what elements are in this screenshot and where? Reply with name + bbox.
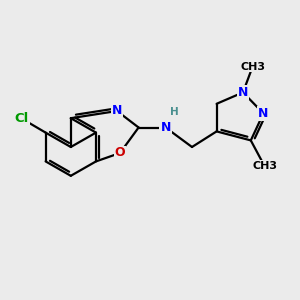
Text: O: O [115, 146, 125, 160]
Text: N: N [258, 107, 268, 120]
Text: N: N [238, 86, 248, 99]
Text: N: N [160, 121, 171, 134]
Text: H: H [169, 106, 178, 117]
Text: CH3: CH3 [240, 61, 265, 72]
Text: Cl: Cl [14, 112, 29, 125]
Text: N: N [112, 104, 122, 118]
Text: CH3: CH3 [252, 161, 277, 171]
